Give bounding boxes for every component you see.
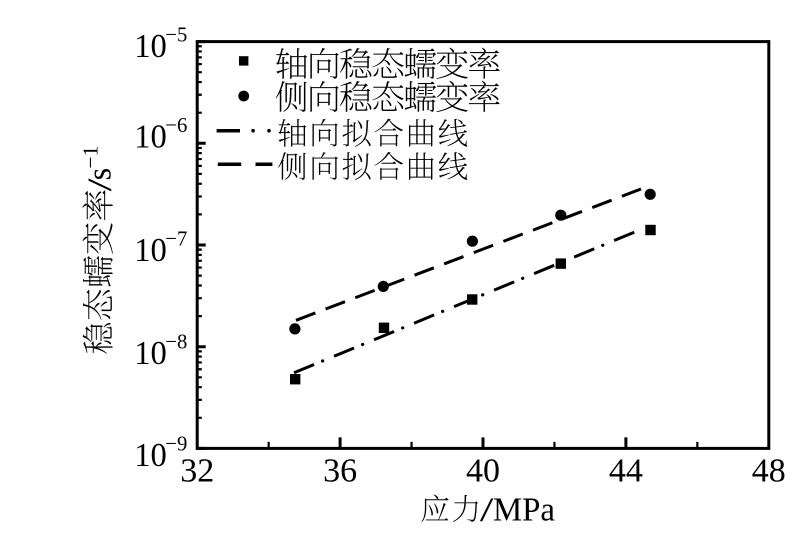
svg-text:10: 10 <box>134 232 167 269</box>
svg-text:/: / <box>480 491 494 528</box>
svg-text:36: 36 <box>323 452 357 489</box>
svg-text:10: 10 <box>134 119 167 156</box>
svg-text:10: 10 <box>134 437 167 474</box>
svg-text:MPa: MPa <box>493 491 555 528</box>
svg-text:−7: −7 <box>165 227 187 251</box>
svg-text:s: s <box>81 168 118 181</box>
svg-text:−1: −1 <box>78 146 102 169</box>
svg-text:10: 10 <box>134 28 167 65</box>
svg-text:−9: −9 <box>165 432 187 456</box>
svg-text:10: 10 <box>134 335 167 372</box>
svg-text:−8: −8 <box>165 330 187 354</box>
svg-text:48: 48 <box>752 452 786 489</box>
svg-text:−6: −6 <box>165 113 187 137</box>
svg-text:32: 32 <box>180 452 214 489</box>
svg-text:−5: −5 <box>165 23 187 47</box>
svg-text:44: 44 <box>609 452 643 489</box>
svg-text:/: / <box>81 178 118 192</box>
svg-text:40: 40 <box>466 452 500 489</box>
